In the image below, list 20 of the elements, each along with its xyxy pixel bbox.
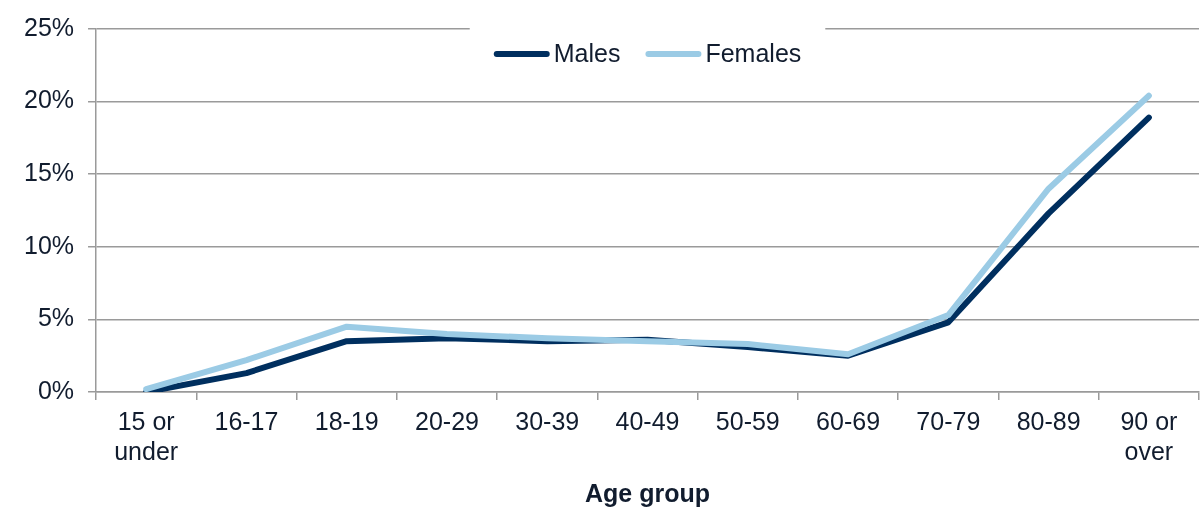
y-tick-label: 0% (37, 375, 75, 404)
x-tick-label: 90 or over (1120, 406, 1178, 465)
x-tick-label: 18-19 (314, 406, 379, 435)
x-tick-label: 50-59 (715, 406, 780, 435)
x-tick-label: 16-17 (214, 406, 279, 435)
y-tick-label: 25% (23, 12, 75, 41)
x-axis-title: Age group (585, 478, 711, 507)
x-tick-label: 40-49 (615, 406, 680, 435)
x-tick-label: 20-29 (415, 406, 479, 435)
x-tick-label: 30-39 (515, 406, 580, 435)
legend-label: Females (705, 38, 802, 67)
y-tick-label: 20% (23, 85, 75, 114)
x-tick-label: 15 or under (114, 406, 179, 465)
legend-label: Males (553, 38, 621, 67)
x-tick-label: 60-69 (816, 406, 881, 435)
y-tick-label: 5% (37, 303, 75, 332)
x-tick-label: 80-89 (1016, 406, 1081, 435)
x-tick-label: 70-79 (916, 406, 981, 435)
y-tick-label: 10% (23, 230, 75, 259)
y-tick-label: 15% (23, 158, 75, 187)
